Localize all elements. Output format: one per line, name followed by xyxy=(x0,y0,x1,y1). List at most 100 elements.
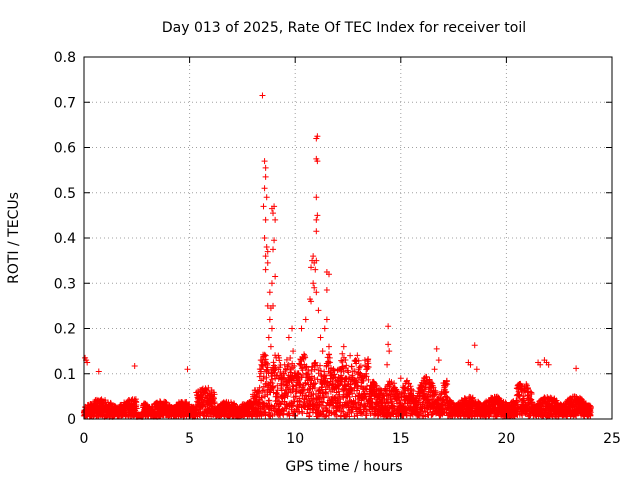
data-point xyxy=(267,343,274,350)
baseline-mark xyxy=(303,392,310,399)
baseline-mark xyxy=(291,363,298,370)
baseline-mark xyxy=(348,363,355,370)
baseline-mark xyxy=(263,359,269,366)
baseline-mark xyxy=(587,404,594,411)
baseline-mark xyxy=(339,350,346,357)
baseline-mark xyxy=(342,357,349,364)
baseline-mark xyxy=(305,366,312,373)
data-point xyxy=(315,307,322,314)
baseline-mark xyxy=(270,359,277,366)
baseline-mark xyxy=(399,389,406,396)
y-tick-label: 0.3 xyxy=(54,276,76,292)
baseline-mark xyxy=(521,397,528,404)
x-tick-label: 5 xyxy=(185,431,194,447)
baseline-mark xyxy=(495,394,502,401)
baseline-mark xyxy=(337,399,344,406)
data-point xyxy=(268,325,275,332)
data-point xyxy=(308,298,315,305)
baseline-mark xyxy=(311,375,318,382)
baseline-mark xyxy=(296,401,303,408)
data-point xyxy=(386,348,393,355)
data-point xyxy=(281,361,288,368)
data-point xyxy=(261,158,268,165)
baseline-mark xyxy=(378,397,385,404)
data-point xyxy=(264,259,271,266)
baseline-mark xyxy=(283,356,290,363)
baseline-mark xyxy=(357,363,364,370)
data-point xyxy=(95,368,102,375)
y-tick-label: 0.6 xyxy=(54,141,76,157)
x-axis: 0 5 10 15 20 25 xyxy=(80,57,621,447)
data-point xyxy=(262,352,269,359)
baseline-mark xyxy=(296,398,303,405)
baseline-mark xyxy=(365,364,372,371)
baseline-mark xyxy=(274,391,281,398)
baseline-mark xyxy=(443,377,450,384)
data-point xyxy=(266,316,273,323)
baseline-mark xyxy=(427,379,434,386)
y-tick-label: 0.8 xyxy=(54,50,76,66)
baseline-mark xyxy=(469,395,476,402)
baseline-mark xyxy=(258,413,265,420)
baseline-mark xyxy=(413,406,420,413)
data-point xyxy=(84,359,91,366)
baseline-mark xyxy=(336,396,343,403)
baseline-mark xyxy=(513,397,520,404)
baseline-mark xyxy=(329,375,336,382)
x-tick-label: 25 xyxy=(603,431,621,447)
data-point xyxy=(268,280,275,287)
data-point xyxy=(361,357,368,364)
baseline-mark xyxy=(306,413,313,420)
y-tick-label: 0.2 xyxy=(54,322,76,338)
baseline-mark xyxy=(355,357,362,364)
baseline-mark xyxy=(303,363,310,370)
baseline-mark xyxy=(211,391,218,398)
baseline-mark xyxy=(312,359,319,366)
y-tick-label: 0 xyxy=(67,412,76,428)
x-tick-label: 20 xyxy=(497,431,515,447)
baseline-mark xyxy=(346,394,353,401)
data-point xyxy=(310,253,317,260)
baseline-mark xyxy=(312,380,319,387)
baseline-mark xyxy=(364,383,371,390)
baseline-mark xyxy=(203,388,210,395)
baseline-band xyxy=(80,350,594,420)
data-point xyxy=(184,366,191,373)
data-point xyxy=(262,266,269,273)
x-tick-label: 10 xyxy=(286,431,304,447)
baseline-mark xyxy=(391,380,398,387)
baseline-mark xyxy=(260,373,267,380)
y-tick-label: 0.4 xyxy=(54,231,76,247)
data-point xyxy=(310,280,317,287)
y-tick-label: 0.7 xyxy=(54,95,76,111)
baseline-mark xyxy=(291,398,298,405)
data-point xyxy=(270,302,277,309)
data-point xyxy=(471,342,478,349)
baseline-mark xyxy=(287,354,294,361)
baseline-mark xyxy=(367,395,374,402)
baseline-mark xyxy=(513,398,520,405)
data-point xyxy=(314,158,321,165)
data-point xyxy=(321,325,328,332)
baseline-mark xyxy=(354,352,361,359)
baseline-mark xyxy=(424,393,431,400)
baseline-mark xyxy=(396,397,403,404)
data-point xyxy=(259,92,266,99)
data-point xyxy=(272,216,279,223)
baseline-mark xyxy=(302,380,309,387)
baseline-mark xyxy=(410,387,417,394)
data-point xyxy=(325,271,332,278)
data-point xyxy=(308,264,315,271)
baseline-mark xyxy=(260,383,267,390)
data-point xyxy=(290,348,297,355)
data-point xyxy=(313,289,320,296)
baseline-mark xyxy=(339,363,346,370)
data-point xyxy=(261,185,268,192)
baseline-mark xyxy=(317,362,324,369)
baseline-mark xyxy=(400,384,407,391)
grid xyxy=(84,57,612,419)
baseline-mark xyxy=(299,390,306,397)
data-point xyxy=(262,164,269,171)
baseline-mark xyxy=(351,384,358,391)
baseline-mark xyxy=(263,374,270,381)
